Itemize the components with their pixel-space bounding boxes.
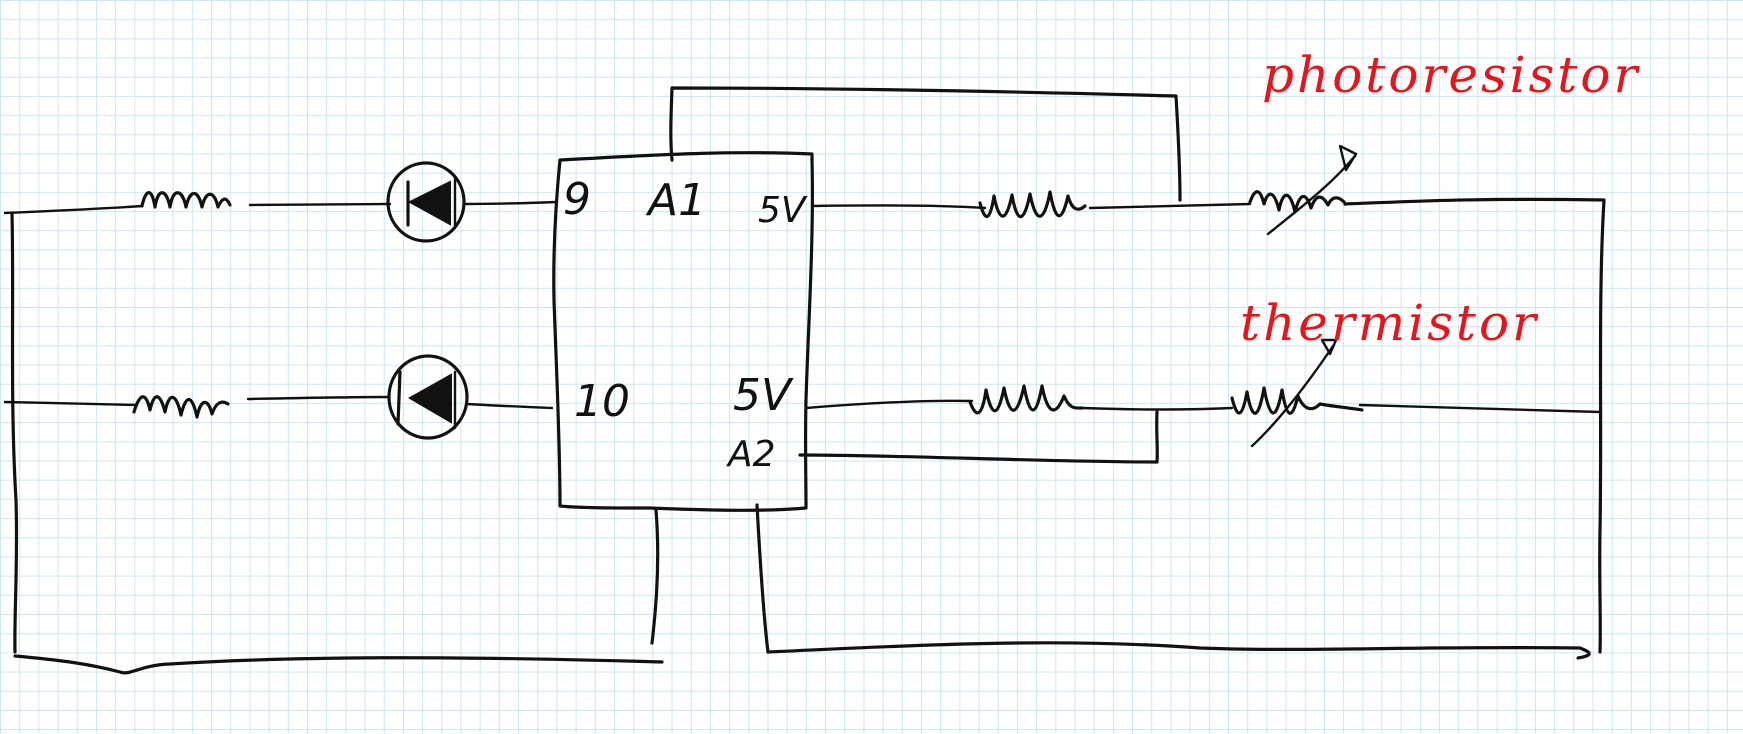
wire-top-left [3,204,144,215]
wire-top-mid [248,202,392,207]
wire-5v-top [810,204,987,210]
photoresistor-symbol [1248,144,1358,236]
pin-9-label: 9 [563,174,591,225]
a1-loop-wire [669,86,1182,202]
wire-top-right-mid [1088,202,1252,210]
wire-top-to-pin9 [462,200,558,206]
resistor-bottom-left [132,395,230,419]
wire-bottom-left [3,400,139,407]
pin-5v-top-label: 5V [758,190,808,231]
resistor-bottom-right [968,384,1084,415]
thermistor-annotation: thermistor [1240,294,1539,352]
resistor-top-left [140,191,232,209]
right-return-wire [755,503,770,654]
a2-connection-wire [798,410,1159,464]
thermistor-symbol [1230,338,1364,448]
arduino-box [552,151,814,512]
wire-top-right-end [1343,197,1606,654]
left-vertical-wire [10,211,19,654]
wire-bottom-right-end [1358,403,1602,414]
wire-5v-bottom [804,399,974,410]
pin-10-label: 10 [574,376,630,427]
led-top [386,161,466,243]
wire-bottom-to-pin10 [465,402,554,410]
left-bottom-wire [13,654,664,675]
wire-bottom-mid [246,395,390,401]
wire-bottom-right-mid [1080,406,1234,411]
right-bottom-wire [766,641,1591,660]
pin-5v-bottom-label: 5V [733,370,794,421]
led-bottom [387,354,469,440]
pin-a1-label: A1 [645,175,706,226]
photoresistor-annotation: photoresistor [1262,46,1641,104]
pin-a2-label: A2 [726,434,776,475]
left-return-wire [650,508,660,645]
resistor-top-right [978,190,1087,218]
